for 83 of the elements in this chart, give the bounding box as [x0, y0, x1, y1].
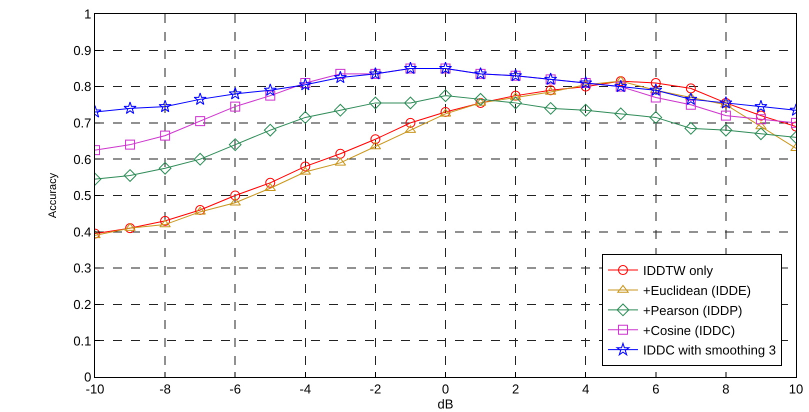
- point: [369, 96, 382, 110]
- point: [230, 190, 240, 200]
- point: [158, 100, 172, 112]
- y-tick-label: 1: [84, 6, 92, 22]
- legend-label: IDDTW only: [642, 263, 714, 278]
- point: [334, 70, 347, 84]
- point: [228, 87, 242, 100]
- point: [579, 104, 592, 117]
- y-tick-label: 0.2: [73, 296, 92, 312]
- x-tick-label: -8: [159, 382, 171, 397]
- y-tick-label: 0.6: [73, 152, 92, 167]
- x-tick-label: 6: [652, 382, 660, 397]
- point: [298, 111, 312, 124]
- y-axis-title: Accuracy: [46, 172, 59, 218]
- point: [686, 100, 696, 110]
- point: [335, 148, 346, 159]
- point: [616, 76, 626, 86]
- x-tick-label: 10: [788, 382, 804, 397]
- point: [125, 223, 136, 234]
- point: [720, 124, 732, 137]
- y-tick-label: 0.1: [73, 333, 92, 348]
- point: [300, 161, 310, 172]
- point: [194, 92, 207, 105]
- x-tick-label: 2: [512, 382, 520, 397]
- point: [720, 110, 731, 121]
- point: [264, 83, 277, 96]
- y-tick-label: 0.4: [73, 224, 92, 240]
- legend-label: +Pearson (IDDP): [642, 302, 742, 318]
- point: [298, 78, 312, 90]
- point: [649, 111, 662, 124]
- point: [195, 116, 206, 126]
- point: [684, 122, 698, 135]
- legend-label: +Cosine (IDDC): [642, 322, 736, 338]
- x-tick-label: 4: [582, 382, 590, 397]
- y-tick-label: 0.5: [73, 188, 92, 204]
- point: [300, 78, 310, 88]
- x-tick-label: 0: [442, 382, 450, 397]
- point: [614, 107, 628, 120]
- point: [756, 110, 766, 121]
- point: [230, 198, 241, 206]
- point: [230, 102, 240, 112]
- point: [754, 100, 768, 112]
- point: [125, 140, 136, 150]
- point: [265, 90, 276, 101]
- point: [124, 169, 136, 182]
- point: [160, 216, 170, 226]
- x-axis-title: dB: [438, 396, 454, 412]
- y-tick-label: 0.3: [73, 260, 92, 276]
- y-tick-label: 0.7: [73, 115, 92, 130]
- point: [264, 124, 277, 137]
- point: [335, 68, 346, 79]
- y-tick-label: 0.9: [73, 42, 92, 58]
- point: [474, 92, 487, 106]
- point: [300, 166, 311, 175]
- point: [756, 114, 766, 124]
- point: [686, 83, 696, 94]
- point: [370, 134, 380, 144]
- point: [194, 152, 206, 166]
- point: [334, 104, 347, 117]
- legend-label: +Euclidean (IDDE): [642, 283, 752, 298]
- point: [685, 92, 697, 100]
- point: [684, 92, 698, 105]
- point: [509, 96, 522, 110]
- point: [158, 162, 172, 175]
- point: [160, 130, 170, 141]
- point: [650, 92, 661, 102]
- point: [754, 127, 768, 140]
- point: [124, 102, 137, 114]
- x-tick-label: -4: [300, 382, 312, 397]
- point: [228, 138, 242, 152]
- legend-label: IDDC with smoothing 3: [642, 342, 776, 358]
- x-tick-label: 8: [722, 382, 730, 397]
- point: [404, 96, 417, 110]
- point: [265, 178, 276, 188]
- y-tick-label: 0.8: [73, 79, 92, 94]
- point: [544, 102, 557, 115]
- x-tick-label: -2: [370, 382, 382, 397]
- point: [649, 83, 662, 96]
- point: [405, 118, 416, 128]
- point: [650, 78, 661, 88]
- point: [439, 89, 452, 102]
- x-tick-label: -6: [229, 382, 241, 397]
- point: [334, 158, 346, 166]
